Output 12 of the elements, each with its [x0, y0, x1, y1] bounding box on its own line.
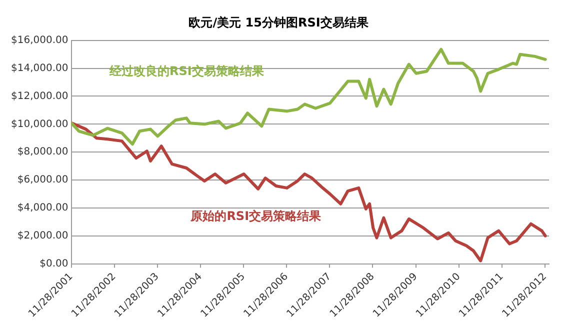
y-tick-label: $2,000.00 — [17, 230, 68, 242]
chart-title: 欧元/美元 15分钟图RSI交易结果 — [188, 15, 370, 30]
y-tick-label: $14,000.00 — [10, 62, 68, 74]
y-tick-label: $10,000.00 — [10, 118, 68, 130]
y-tick-label: $4,000.00 — [17, 202, 68, 214]
series-label: 原始的RSI交易策略结果 — [190, 208, 322, 223]
y-tick-label: $8,000.00 — [17, 146, 68, 158]
y-tick-label: $0.00 — [40, 258, 68, 270]
text: 经过改良的RSI交易策略结果 — [108, 64, 265, 78]
y-tick-label: $12,000.00 — [10, 90, 68, 102]
y-tick-label: $16,000.00 — [10, 34, 68, 46]
y-tick-label: $6,000.00 — [17, 174, 68, 186]
